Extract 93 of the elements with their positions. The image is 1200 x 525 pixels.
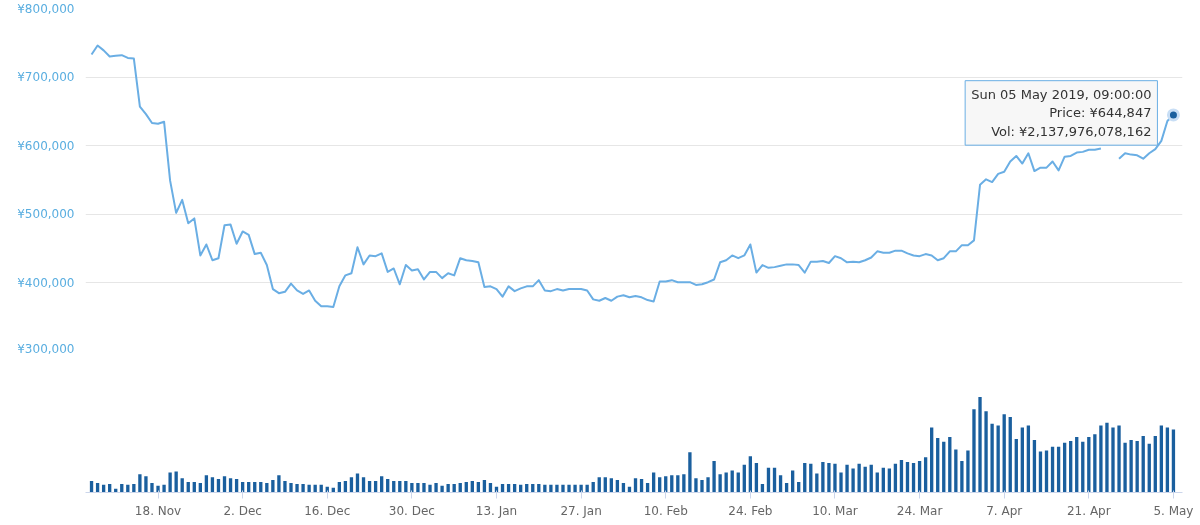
bar [156, 485, 160, 493]
bar [1123, 442, 1127, 493]
bar [712, 460, 716, 493]
x-tick-label: 5. May [1153, 503, 1194, 518]
x-tick-label: 24. Mar [896, 503, 943, 518]
x-tick-label: 10. Feb [643, 503, 688, 518]
bar [150, 482, 154, 493]
bar [682, 474, 686, 493]
bar [138, 474, 142, 493]
bar [289, 482, 293, 493]
bar [271, 480, 275, 493]
bar [1129, 439, 1133, 493]
bar [1105, 422, 1109, 493]
bar [839, 472, 843, 493]
bar [410, 482, 414, 493]
bar [688, 452, 692, 493]
bar [724, 472, 728, 493]
bar [543, 484, 547, 493]
bar [579, 484, 583, 493]
x-tick-label: 24. Feb [728, 503, 773, 518]
bar [821, 461, 825, 493]
bar [277, 475, 281, 493]
bar [295, 483, 299, 493]
bar [561, 484, 565, 493]
bar [954, 449, 958, 493]
bar [1008, 417, 1012, 493]
bar [168, 472, 172, 493]
bar [936, 438, 940, 493]
bar [996, 425, 1000, 493]
y-tick-label: ¥600,000 [17, 138, 75, 153]
bar [984, 411, 988, 493]
bar [966, 450, 970, 493]
y-tick-label: ¥800,000 [17, 1, 75, 16]
bar [651, 472, 656, 493]
bar [434, 482, 438, 493]
bar [972, 409, 976, 493]
bar [1075, 437, 1079, 493]
x-tick-label: 2. Dec [223, 503, 262, 518]
bar [845, 464, 849, 493]
bar [827, 462, 831, 493]
bar [833, 463, 837, 493]
bar [301, 483, 305, 493]
y-tick-label: ¥400,000 [17, 275, 75, 290]
bar [694, 478, 698, 493]
bar [446, 483, 450, 493]
bar [948, 437, 952, 493]
bar [990, 423, 994, 493]
x-tick-label: 10. Mar [812, 503, 858, 518]
bar [132, 483, 136, 493]
bar [585, 484, 589, 493]
bar [1099, 425, 1103, 493]
bar [174, 471, 178, 493]
y-tick-label: ¥300,000 [17, 341, 75, 356]
x-tick-label: 21. Apr [1066, 503, 1111, 518]
bar [555, 484, 559, 493]
x-tick-label: 18. Nov [134, 503, 182, 518]
bar [1171, 429, 1176, 493]
y-tick-label: ¥500,000 [17, 207, 75, 222]
bar [978, 396, 982, 493]
x-tick-label: 13. Jan [475, 503, 518, 518]
bar [428, 484, 432, 493]
bar [1044, 450, 1049, 493]
bar [1093, 434, 1097, 493]
bar [162, 484, 166, 493]
bar [416, 482, 420, 493]
bar [736, 472, 740, 493]
bar [1038, 451, 1043, 493]
bar [1002, 414, 1006, 493]
bar [857, 463, 861, 493]
bar [144, 476, 148, 493]
annotation: Sun 05 May 2019, 09:00:00 Price: ¥644,847 Vol: ¥2,137,976,078,162 [971, 86, 1152, 140]
bar [307, 484, 311, 493]
bar [573, 484, 577, 493]
x-tick-label: 16. Dec [304, 503, 351, 518]
bar [706, 477, 710, 493]
bar [567, 484, 571, 493]
bar [1117, 425, 1121, 493]
x-tick-label: 30. Dec [388, 503, 435, 518]
bar [283, 481, 287, 493]
bar [549, 484, 553, 493]
bar [700, 480, 704, 493]
x-tick-label: 27. Jan [560, 503, 602, 518]
bar [875, 472, 879, 493]
y-tick-label: ¥700,000 [17, 70, 75, 85]
bar [422, 482, 426, 493]
bar [1153, 436, 1157, 493]
bar [440, 485, 444, 493]
bar [960, 460, 964, 493]
x-tick-label: 7. Apr [986, 503, 1023, 518]
bar [1141, 436, 1145, 493]
bar [718, 474, 722, 493]
bar [851, 468, 855, 493]
bar [1111, 427, 1115, 493]
